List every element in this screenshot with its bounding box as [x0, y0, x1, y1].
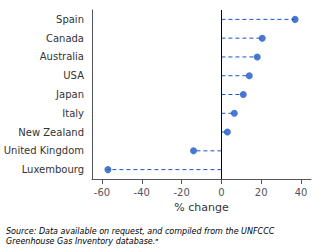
svg-text:Australia: Australia — [40, 51, 84, 62]
svg-text:20: 20 — [255, 187, 268, 198]
svg-text:USA: USA — [63, 70, 84, 81]
svg-text:% change: % change — [174, 201, 229, 214]
svg-text:Greenhouse Gas Inventory datab: Greenhouse Gas Inventory database.ᵃ — [6, 237, 158, 246]
svg-text:Japan: Japan — [55, 89, 84, 100]
svg-text:Source: Data available on requ: Source: Data available on request, and c… — [6, 227, 275, 236]
svg-text:Canada: Canada — [46, 33, 84, 44]
svg-text:-20: -20 — [173, 187, 189, 198]
svg-text:Spain: Spain — [56, 14, 84, 25]
svg-text:New Zealand: New Zealand — [18, 127, 84, 138]
svg-text:-60: -60 — [94, 187, 110, 198]
svg-text:-40: -40 — [134, 187, 150, 198]
svg-text:Luxembourg: Luxembourg — [22, 164, 84, 175]
svg-text:40: 40 — [295, 187, 308, 198]
svg-text:United Kingdom: United Kingdom — [4, 145, 84, 156]
svg-text:0: 0 — [218, 187, 224, 198]
svg-text:Italy: Italy — [62, 108, 84, 119]
